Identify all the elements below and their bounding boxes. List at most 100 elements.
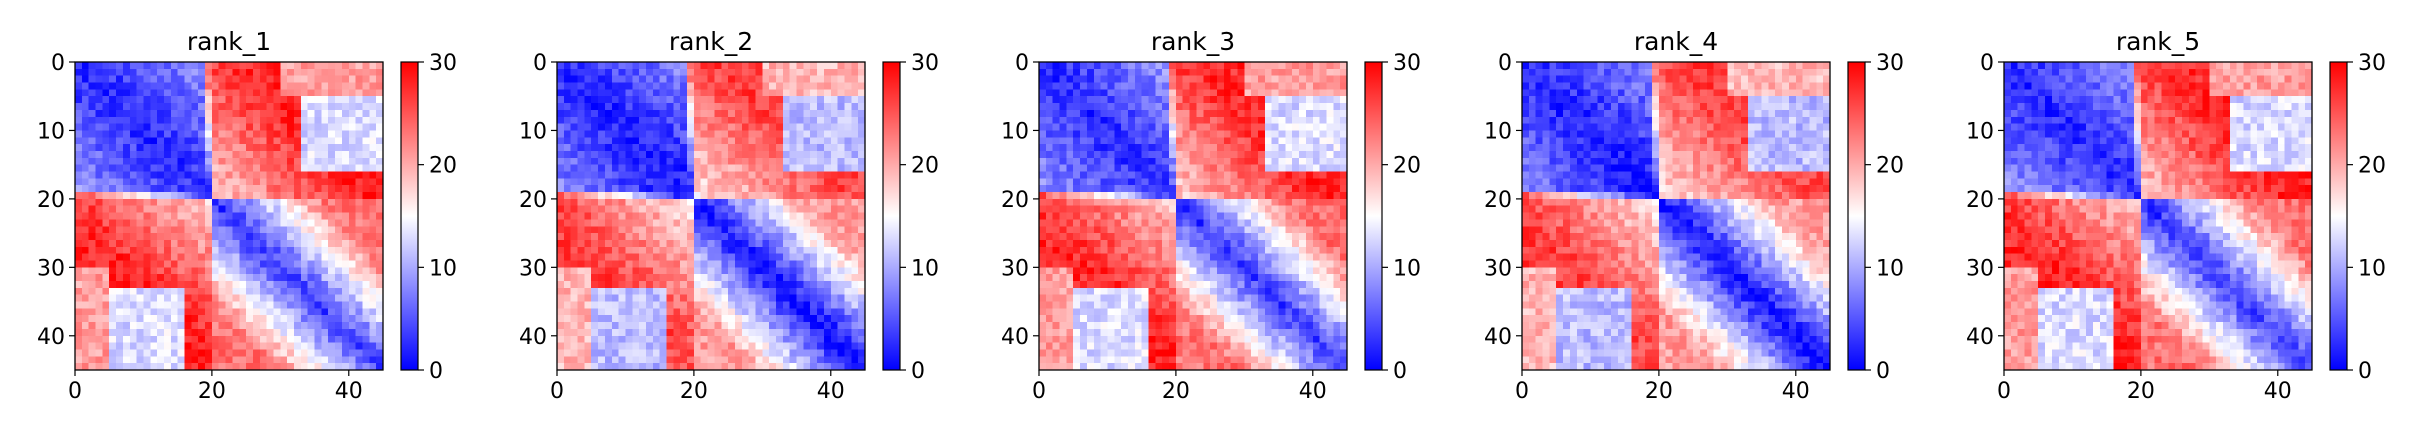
heatmap-cell [707,82,716,90]
heatmap-cell [611,308,620,316]
heatmap-cell [1203,164,1211,173]
heatmap-cell [273,82,281,90]
heatmap-cell [570,103,579,111]
heatmap-cell [618,130,627,138]
heatmap-cell [1340,157,1348,166]
heatmap-cell [218,137,227,145]
heatmap-cell [858,96,866,104]
heatmap-cell [88,89,97,97]
heatmap-cell [721,212,729,221]
heatmap-cell [232,144,240,152]
heatmap-cell [1326,96,1334,104]
heatmap-cell [355,315,364,323]
heatmap-cell [837,178,846,186]
heatmap-cell [776,363,784,371]
heatmap-cell [570,96,579,104]
heatmap-cell [163,294,172,303]
heatmap-cell [129,205,138,214]
heatmap-cell [1093,178,1102,186]
heatmap-cell [191,335,199,344]
heatmap-cell [755,144,763,152]
heatmap-cell [191,116,199,125]
heatmap-cell [81,164,90,173]
heatmap-cell [584,212,592,221]
heatmap-cell [830,315,839,323]
heatmap-cell [1162,150,1170,159]
heatmap-cell [341,123,350,132]
heatmap-cell [748,205,757,214]
heatmap-cell [102,219,110,227]
heatmap-cell [143,103,151,111]
heatmap-cell [95,103,103,111]
heatmap-cell [225,103,234,111]
heatmap-cell [851,335,859,344]
heatmap-cell [693,130,702,138]
heatmap-cell [1216,185,1225,193]
heatmap-cell [259,212,268,221]
heatmap-cell [639,89,647,97]
heatmap-cell [645,233,654,241]
heatmap-cell [218,185,227,193]
heatmap-cell [837,328,846,337]
heatmap-cell [307,103,316,111]
heatmap-cell [1127,178,1136,186]
heatmap-cell [734,287,743,296]
heatmap-cell [348,301,357,309]
heatmap-cell [355,246,364,255]
heatmap-cell [225,137,234,145]
heatmap-cell [693,253,702,262]
heatmap-cell [307,349,316,357]
heatmap-cell [563,75,572,84]
heatmap-cell [844,62,852,70]
heatmap-cell [211,328,220,337]
heatmap-cell [789,315,798,323]
heatmap-cell [598,171,606,179]
heatmap-cell [823,253,832,262]
heatmap-cell [246,226,254,234]
heatmap-cell [598,116,606,125]
heatmap-cell [598,192,606,200]
heatmap-cell [1059,103,1067,111]
heatmap-cell [1039,144,1047,152]
heatmap-cell [163,82,172,90]
heatmap-cell [136,103,145,111]
heatmap-cell [666,274,674,282]
heatmap-cell [355,116,364,125]
heatmap-cell [782,82,791,90]
heatmap-cell [294,171,302,179]
heatmap-cell [591,62,599,70]
heatmap-cell [734,363,743,371]
heatmap-cell [1059,157,1067,166]
heatmap-cell [116,192,124,200]
heatmap-cell [184,260,192,268]
heatmap-cell [198,322,206,330]
heatmap-cell [1237,89,1245,97]
heatmap-cell [157,287,165,296]
heatmap-cell [1141,116,1150,125]
heatmap-cell [625,89,633,97]
heatmap-cell [150,287,158,296]
heatmap-cell [1278,103,1286,111]
heatmap-cell [232,246,240,255]
heatmap-cell [1059,89,1067,97]
heatmap-cell [1271,185,1280,193]
heatmap-cell [129,281,138,289]
x-tick-label: 20 [198,379,226,404]
heatmap-cell [748,294,757,303]
heatmap-cell [369,226,377,234]
heatmap-cell [570,342,579,351]
heatmap-cell [782,157,791,166]
heatmap-cell [1292,171,1300,179]
heatmap-cell [307,342,316,351]
heatmap-cell [205,130,213,138]
heatmap-cell [639,322,647,330]
heatmap-cell [837,62,846,70]
heatmap-cell [143,267,151,275]
heatmap-cell [817,287,825,296]
heatmap-cell [563,308,572,316]
heatmap-cell [611,96,620,104]
heatmap-cell [673,103,681,111]
heatmap-cell [1216,123,1225,132]
heatmap-cell [266,315,275,323]
heatmap-cell [1299,89,1307,97]
